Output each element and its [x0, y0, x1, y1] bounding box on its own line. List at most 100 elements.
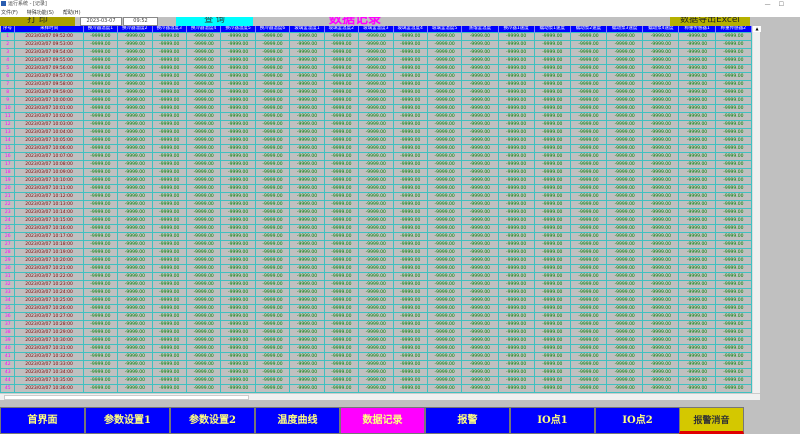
column-header[interactable]: 玻璃釜温度4 — [393, 26, 428, 33]
table-row[interactable]: 27 2023/03/07 10:18:00 -9999.00 -9999.00 -99… — [0, 240, 753, 249]
nav-button-4[interactable]: 温度曲线 — [255, 407, 340, 434]
nav-button-9[interactable]: 报警消音 — [679, 407, 744, 434]
nav-button-7[interactable]: IO点1 — [510, 407, 595, 434]
nav-button-5[interactable]: 数据记录 — [340, 407, 425, 434]
table-row[interactable]: 40 2023/03/07 10:31:00 -9999.00 -9999.00 -99… — [0, 344, 753, 353]
table-row[interactable]: 462023/03/07 10:37:00-9999.00-9999.00-99… — [0, 392, 753, 393]
table-row[interactable]: 15 2023/03/07 10:06:00 -9999.00 -9999.00 -99… — [0, 144, 753, 153]
table-row[interactable]: 13 2023/03/07 10:04:00 -9999.00 -9999.00 -99… — [0, 128, 753, 137]
column-header[interactable]: 序号 — [0, 26, 16, 33]
column-header[interactable]: 换冷器温度5 — [220, 26, 256, 33]
table-row[interactable]: 23 2023/03/07 10:14:00 -9999.00 -9999.00 -99… — [0, 208, 753, 217]
table-row[interactable]: 3 2023/03/07 09:54:00 -9999.00 -9999.00 -999… — [0, 48, 753, 57]
table-row[interactable]: 21 2023/03/07 10:12:00 -9999.00 -9999.00 -99… — [0, 192, 753, 201]
table-row[interactable]: 8 2023/03/07 09:59:00 -9999.00 -9999.00 -999… — [0, 88, 753, 97]
table-row[interactable]: 29 2023/03/07 10:20:00 -9999.00 -9999.00 -99… — [0, 256, 753, 265]
sample-time: 2023/03/07 10:02:00 — [14, 112, 84, 121]
table-row[interactable]: 43 2023/03/07 10:34:00 -9999.00 -9999.00 -99… — [0, 368, 753, 377]
table-row[interactable]: 16 2023/03/07 10:07:00 -9999.00 -9999.00 -99… — [0, 152, 753, 161]
table-row[interactable]: 38 2023/03/07 10:29:00 -9999.00 -9999.00 -99… — [0, 328, 753, 337]
table-row[interactable]: 31 2023/03/07 10:22:00 -9999.00 -9999.00 -99… — [0, 272, 753, 281]
column-header[interactable]: 玻璃釜温度1 — [289, 26, 325, 33]
nav-button-3[interactable]: 参数设置2 — [170, 407, 255, 434]
vertical-scrollbar[interactable]: ▲ — [752, 26, 761, 393]
time-picker[interactable]: 09:52 — [123, 17, 158, 26]
table-row[interactable]: 24 2023/03/07 10:15:00 -9999.00 -9999.00 -99… — [0, 216, 753, 225]
table-row[interactable]: 26 2023/03/07 10:17:00 -9999.00 -9999.00 -99… — [0, 232, 753, 241]
nav-button-1[interactable]: 首界面 — [0, 407, 85, 434]
column-header[interactable]: 蠕动泵1速度 — [534, 26, 571, 33]
column-header[interactable]: 称重传感器2 — [715, 26, 753, 33]
scroll-thumb[interactable] — [4, 395, 249, 400]
table-row[interactable]: 35 2023/03/07 10:26:00 -9999.00 -9999.00 -99… — [0, 304, 753, 313]
nav-button-8[interactable]: IO点2 — [595, 407, 680, 434]
table-row[interactable]: 19 2023/03/07 10:10:00 -9999.00 -9999.00 -99… — [0, 176, 753, 185]
column-header[interactable]: 采样时间 — [14, 26, 84, 33]
column-header[interactable]: 玻璃釜温度2 — [324, 26, 360, 33]
column-header[interactable]: 换冷器温度4 — [186, 26, 222, 33]
table-row[interactable]: 34 2023/03/07 10:25:00 -9999.00 -9999.00 -99… — [0, 296, 753, 305]
value-cell: -9999.00 — [533, 184, 571, 193]
menu-special[interactable]: 特殊功能(S) — [26, 10, 54, 16]
menu-help[interactable]: 帮助(H) — [62, 10, 81, 16]
export-excel-button[interactable]: 数据导出Excel — [670, 17, 750, 26]
minimize-button[interactable]: — — [764, 1, 779, 8]
column-header[interactable]: 称重传感器1 — [678, 26, 716, 33]
scroll-up-icon[interactable]: ▲ — [753, 26, 761, 32]
table-row[interactable]: 39 2023/03/07 10:30:00 -9999.00 -9999.00 -99… — [0, 336, 753, 345]
horizontal-scrollbar[interactable] — [0, 393, 760, 400]
column-header[interactable]: 玻璃釜温度5 — [427, 26, 463, 33]
print-button[interactable]: 打 印 — [0, 17, 75, 26]
table-row[interactable]: 32 2023/03/07 10:23:00 -9999.00 -9999.00 -99… — [0, 280, 753, 289]
table-row[interactable]: 18 2023/03/07 10:09:00 -9999.00 -9999.00 -99… — [0, 168, 753, 177]
table-row[interactable]: 10 2023/03/07 10:01:00 -9999.00 -9999.00 -99… — [0, 104, 753, 113]
column-header[interactable]: 蒸馏釜温度 — [461, 26, 499, 33]
column-header[interactable]: 玻璃釜温度3 — [358, 26, 394, 33]
table-row[interactable]: 22 2023/03/07 10:13:00 -9999.00 -9999.00 -99… — [0, 200, 753, 209]
table-row[interactable]: 5 2023/03/07 09:56:00 -9999.00 -9999.00 -999… — [0, 64, 753, 73]
table-row[interactable]: 30 2023/03/07 10:21:00 -9999.00 -9999.00 -99… — [0, 264, 753, 273]
query-button[interactable]: 查 询 — [176, 17, 253, 26]
value-cell: -9999.00 — [714, 112, 753, 121]
table-row[interactable]: 42 2023/03/07 10:33:00 -9999.00 -9999.00 -99… — [0, 360, 753, 369]
table-row[interactable]: 1 2023/03/07 09:52:00 -9999.00 -9999.00 -999… — [0, 32, 753, 41]
column-header[interactable]: 换冷器1速度 — [498, 26, 535, 33]
nav-button-6[interactable]: 报警 — [425, 407, 510, 434]
table-row[interactable]: 28 2023/03/07 10:19:00 -9999.00 -9999.00 -99… — [0, 248, 753, 257]
nav-button-2[interactable]: 参数设置1 — [85, 407, 170, 434]
table-row[interactable]: 36 2023/03/07 10:27:00 -9999.00 -9999.00 -99… — [0, 312, 753, 321]
table-row[interactable]: 44 2023/03/07 10:35:00 -9999.00 -9999.00 -99… — [0, 376, 753, 385]
column-header[interactable]: 换冷器温度6 — [255, 26, 291, 33]
column-header[interactable]: 换冷器温度2 — [117, 26, 153, 33]
table-row[interactable]: 12 2023/03/07 10:03:00 -9999.00 -9999.00 -99… — [0, 120, 753, 129]
table-row[interactable]: 6 2023/03/07 09:57:00 -9999.00 -9999.00 -999… — [0, 72, 753, 81]
value-cell: -9999.00 — [497, 48, 535, 57]
table-row[interactable]: 9 2023/03/07 10:00:00 -9999.00 -9999.00 -999… — [0, 96, 753, 105]
value-cell: -9999.00 — [392, 192, 428, 201]
column-header[interactable]: 蠕动泵3速度 — [606, 26, 644, 33]
table-row[interactable]: 17 2023/03/07 10:08:00 -9999.00 -9999.00 -99… — [0, 160, 753, 169]
table-row[interactable]: 37 2023/03/07 10:28:00 -9999.00 -9999.00 -99… — [0, 320, 753, 329]
table-row[interactable]: 20 2023/03/07 10:11:00 -9999.00 -9999.00 -99… — [0, 184, 753, 193]
value-cell: -9999.00 — [426, 392, 463, 393]
maximize-button[interactable]: ☐ — [778, 1, 792, 8]
value-cell: -9999.00 — [461, 208, 499, 217]
table-row[interactable]: 45 2023/03/07 10:36:00 -9999.00 -9999.00 -99… — [0, 384, 753, 393]
table-row[interactable]: 14 2023/03/07 10:05:00 -9999.00 -9999.00 -99… — [0, 136, 753, 145]
table-row[interactable]: 41 2023/03/07 10:32:00 -9999.00 -9999.00 -99… — [0, 352, 753, 361]
table-row[interactable]: 4 2023/03/07 09:55:00 -9999.00 -9999.00 -999… — [0, 56, 753, 65]
column-header[interactable]: 蠕动泵2速度 — [570, 26, 608, 33]
value-cell: -9999.00 — [606, 248, 644, 257]
value-cell: -9999.00 — [82, 200, 119, 209]
table-row[interactable]: 33 2023/03/07 10:24:00 -9999.00 -9999.00 -99… — [0, 288, 753, 297]
value-cell: -9999.00 — [606, 384, 644, 393]
table-row[interactable]: 25 2023/03/07 10:16:00 -9999.00 -9999.00 -99… — [0, 224, 753, 233]
table-row[interactable]: 11 2023/03/07 10:02:00 -9999.00 -9999.00 -99… — [0, 112, 753, 121]
table-row[interactable]: 2 2023/03/07 09:53:00 -9999.00 -9999.00 -999… — [0, 40, 753, 49]
column-header[interactable]: 换冷器温度1 — [83, 26, 119, 33]
menu-file[interactable]: 文件(F) — [1, 10, 18, 16]
column-header[interactable]: 换冷器温度3 — [152, 26, 187, 33]
date-picker[interactable]: 2023-03-07 — [80, 17, 122, 26]
column-header[interactable]: 蠕动泵4速度 — [642, 26, 680, 33]
table-row[interactable]: 7 2023/03/07 09:58:00 -9999.00 -9999.00 -999… — [0, 80, 753, 89]
